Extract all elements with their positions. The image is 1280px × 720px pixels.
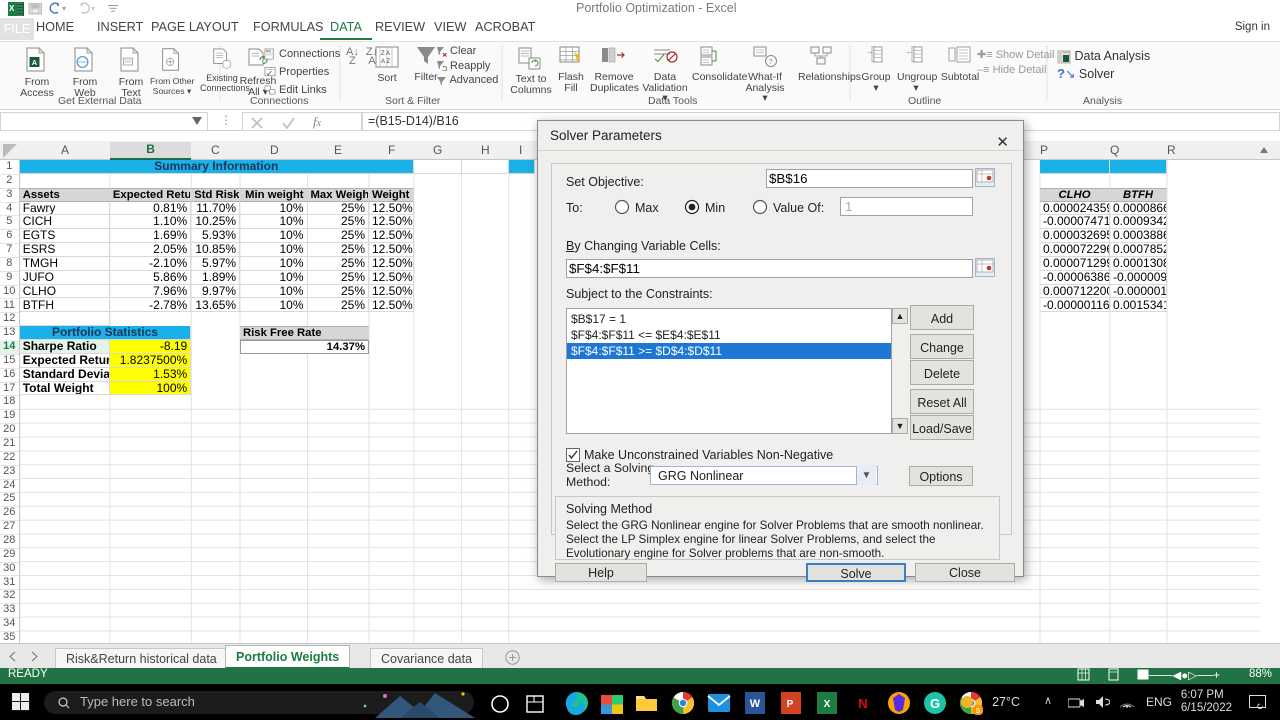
- svg-text:A Z: A Z: [381, 59, 390, 65]
- svg-text:?: ?: [769, 59, 773, 66]
- svg-text:A: A: [32, 58, 38, 67]
- svg-text:S: S: [976, 708, 981, 715]
- svg-text:P: P: [787, 699, 794, 710]
- svg-text:N: N: [858, 696, 867, 711]
- svg-text:G: G: [930, 696, 940, 711]
- svg-text:Z A: Z A: [381, 51, 390, 57]
- svg-text:←: ←: [905, 46, 914, 56]
- svg-text:→: →: [865, 46, 874, 56]
- svg-text:W: W: [750, 698, 761, 710]
- svg-text:X: X: [9, 4, 15, 13]
- svg-text:X: X: [824, 699, 831, 710]
